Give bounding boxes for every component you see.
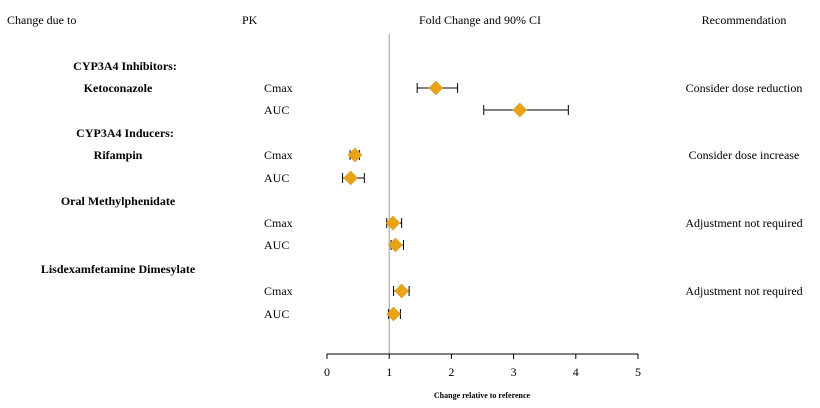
recommendation-label: Consider dose reduction [686,81,803,95]
group-name-label: Oral Methylphenidate [61,194,176,208]
point-estimate-marker [347,147,363,163]
x-tick-label: 1 [386,365,392,379]
x-tick-label: 2 [448,365,454,379]
point-estimate-marker [428,80,444,96]
header-fold-change: Fold Change and 90% CI [419,13,541,27]
pk-parameter-label: AUC [264,307,289,321]
point-estimate-marker [512,102,528,118]
point-estimate-marker [388,237,403,253]
recommendation-label: Adjustment not required [685,216,802,230]
forest-rows: CYP3A4 Inhibitors: Ketoconazole Consider d… [41,59,803,322]
header-recommendation: Recommendation [702,13,787,27]
pk-parameter-label: Cmax [264,148,293,162]
header-change-due-to: Change due to [7,13,76,27]
point-estimate-marker [386,306,401,322]
x-tick-label: 5 [635,365,641,379]
point-estimate-marker [394,283,409,299]
group-category-label: CYP3A4 Inducers: [76,126,174,140]
pk-parameter-label: AUC [264,171,289,185]
x-tick-label: 4 [573,365,579,379]
pk-parameter-label: Cmax [264,284,293,298]
x-tick-label: 0 [324,365,330,379]
pk-parameter-label: AUC [264,238,289,252]
x-axis-label: Change relative to reference [434,391,531,400]
pk-parameter-label: AUC [264,103,289,117]
group-name-label: Ketoconazole [84,81,153,95]
header-pk: PK [242,13,258,27]
group-name-label: Rifampin [94,148,143,162]
group-category-label: CYP3A4 Inhibitors: [73,59,177,73]
x-axis-ticks: 0 1 2 3 4 5 [324,354,641,379]
pk-parameter-label: Cmax [264,81,293,95]
group-name-label: Lisdexamfetamine Dimesylate [41,262,196,276]
x-tick-label: 3 [511,365,517,379]
pk-parameter-label: Cmax [264,216,293,230]
point-estimate-marker [385,215,401,231]
point-estimate-marker [343,170,358,186]
recommendation-label: Adjustment not required [685,284,802,298]
recommendation-label: Consider dose increase [689,148,800,162]
